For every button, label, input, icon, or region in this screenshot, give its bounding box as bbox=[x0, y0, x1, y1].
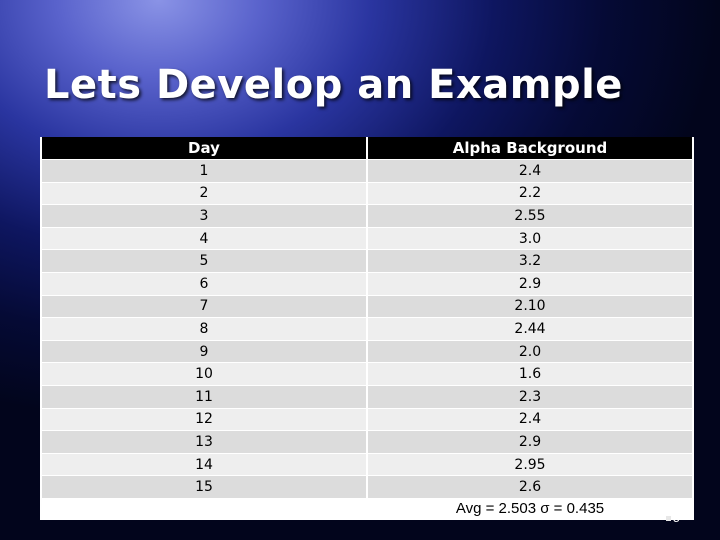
day-cell: 2 bbox=[40, 181, 368, 205]
day-cell: 3 bbox=[40, 204, 368, 228]
alpha-background-cell: 2.55 bbox=[366, 204, 694, 228]
footer-empty-cell bbox=[40, 497, 368, 520]
slide-title: Lets Develop an Example bbox=[44, 62, 623, 108]
day-cell: 14 bbox=[40, 452, 368, 476]
table-row: 9 2.0 bbox=[40, 339, 694, 363]
alpha-background-cell: 3.0 bbox=[366, 226, 694, 250]
table-row: 13 2.9 bbox=[40, 430, 694, 454]
table-row: 10 1.6 bbox=[40, 362, 694, 386]
alpha-background-cell: 2.4 bbox=[366, 407, 694, 431]
alpha-background-cell: 2.44 bbox=[366, 317, 694, 341]
alpha-background-cell: 2.95 bbox=[366, 452, 694, 476]
alpha-background-cell: 2.10 bbox=[366, 294, 694, 318]
day-cell: 6 bbox=[40, 271, 368, 296]
day-cell: 15 bbox=[40, 475, 368, 498]
day-cell: 7 bbox=[40, 294, 368, 318]
table-row: 8 2.44 bbox=[40, 317, 694, 341]
day-cell: 10 bbox=[40, 362, 368, 386]
table-row: 6 2.9 bbox=[40, 271, 694, 296]
day-cell: 5 bbox=[40, 249, 368, 273]
column-header-alpha-background: Alpha Background bbox=[366, 137, 694, 160]
table-row: 4 3.0 bbox=[40, 226, 694, 250]
table-row: 12 2.4 bbox=[40, 407, 694, 431]
table-row: 3 2.55 bbox=[40, 204, 694, 228]
day-cell: 8 bbox=[40, 317, 368, 341]
day-cell: 1 bbox=[40, 159, 368, 183]
table-row: 2 2.2 bbox=[40, 181, 694, 205]
day-cell: 11 bbox=[40, 384, 368, 409]
alpha-background-cell: 3.2 bbox=[366, 249, 694, 273]
slide-number: 5 bbox=[666, 511, 680, 525]
alpha-background-cell: 2.9 bbox=[366, 430, 694, 454]
day-cell: 13 bbox=[40, 430, 368, 454]
table-row: 15 2.6 bbox=[40, 475, 694, 498]
day-cell: 12 bbox=[40, 407, 368, 431]
square-bullet-icon bbox=[666, 516, 671, 522]
alpha-background-cell: 2.6 bbox=[366, 475, 694, 498]
slide-number-text: 5 bbox=[673, 511, 680, 525]
table-row: 1 2.4 bbox=[40, 159, 694, 183]
alpha-background-cell: 1.6 bbox=[366, 362, 694, 386]
table-row: 14 2.95 bbox=[40, 452, 694, 476]
table-body: 1 2.4 2 2.2 3 2.55 4 3.0 5 3.2 6 2.9 7 2.10 8 2.44 9 2.0 1… bbox=[40, 159, 694, 498]
table-header-row: Day Alpha Background bbox=[40, 137, 694, 160]
table-row: 5 3.2 bbox=[40, 249, 694, 273]
average-sigma-summary: Avg = 2.503 σ = 0.435 bbox=[366, 497, 694, 520]
table-row: 7 2.10 bbox=[40, 294, 694, 318]
alpha-background-cell: 2.0 bbox=[366, 339, 694, 363]
column-header-day: Day bbox=[40, 137, 368, 160]
day-cell: 9 bbox=[40, 339, 368, 363]
alpha-background-cell: 2.2 bbox=[366, 181, 694, 205]
table-row: 11 2.3 bbox=[40, 384, 694, 409]
alpha-background-table: Day Alpha Background 1 2.4 2 2.2 3 2.55 4 3.0 5 3… bbox=[40, 137, 694, 520]
table-footer-row: Avg = 2.503 σ = 0.435 bbox=[40, 497, 694, 520]
alpha-background-cell: 2.3 bbox=[366, 384, 694, 409]
day-cell: 4 bbox=[40, 226, 368, 250]
alpha-background-cell: 2.4 bbox=[366, 159, 694, 183]
alpha-background-cell: 2.9 bbox=[366, 271, 694, 296]
